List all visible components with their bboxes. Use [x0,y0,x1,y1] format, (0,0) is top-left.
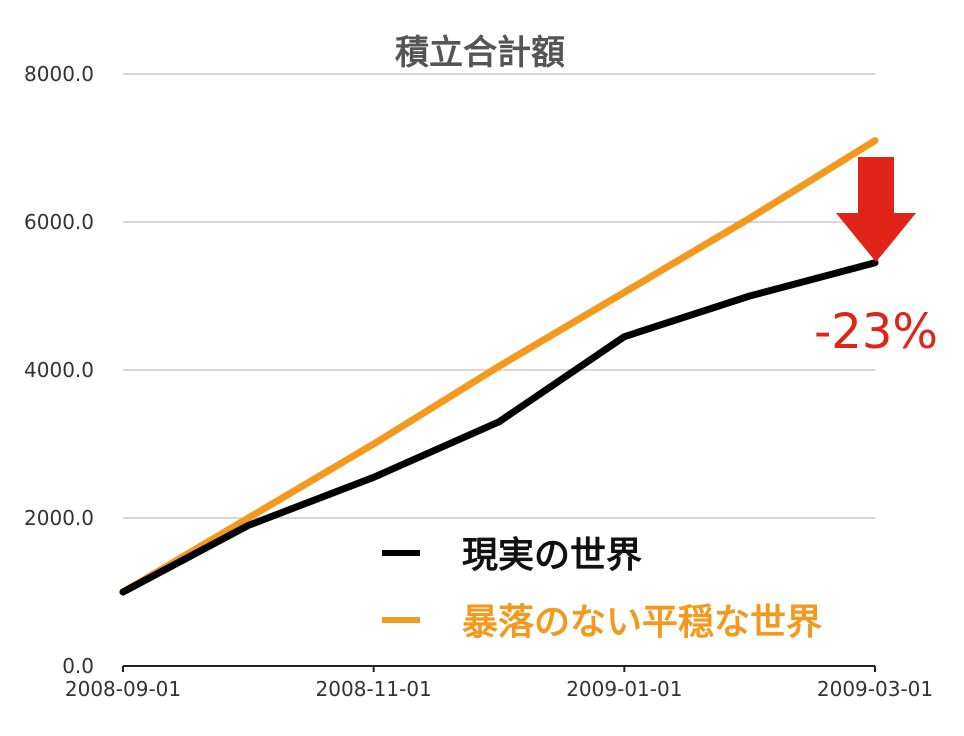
y-axis-ticks: 0.0 2000.0 4000.0 6000.0 8000.0 [24,62,94,678]
difference-annotation: -23% [814,304,938,360]
y-tick-label: 0.0 [62,654,94,678]
y-tick-label: 2000.0 [24,506,94,530]
legend: 現実の世界 暴落のない平穏な世界 [382,535,822,643]
x-tick-label: 2009-01-01 [566,677,682,701]
legend-label-calm: 暴落のない平穏な世界 [462,602,822,643]
legend-label-real: 現実の世界 [462,535,642,576]
down-arrow-icon [836,157,916,262]
x-tick-label: 2008-09-01 [65,677,181,701]
x-axis-ticks: 2008-09-01 2008-11-01 2009-01-01 2009-03-01 [65,666,933,701]
x-tick-label: 2008-11-01 [316,677,432,701]
chart-title: 積立合計額 [395,33,565,73]
series-line-calm [119,137,879,596]
x-tick-label: 2009-03-01 [817,677,933,701]
y-tick-label: 6000.0 [24,210,94,234]
y-tick-label: 8000.0 [24,62,94,86]
series-lines [119,137,879,596]
series-line-real [119,259,879,596]
y-tick-label: 4000.0 [24,358,94,382]
